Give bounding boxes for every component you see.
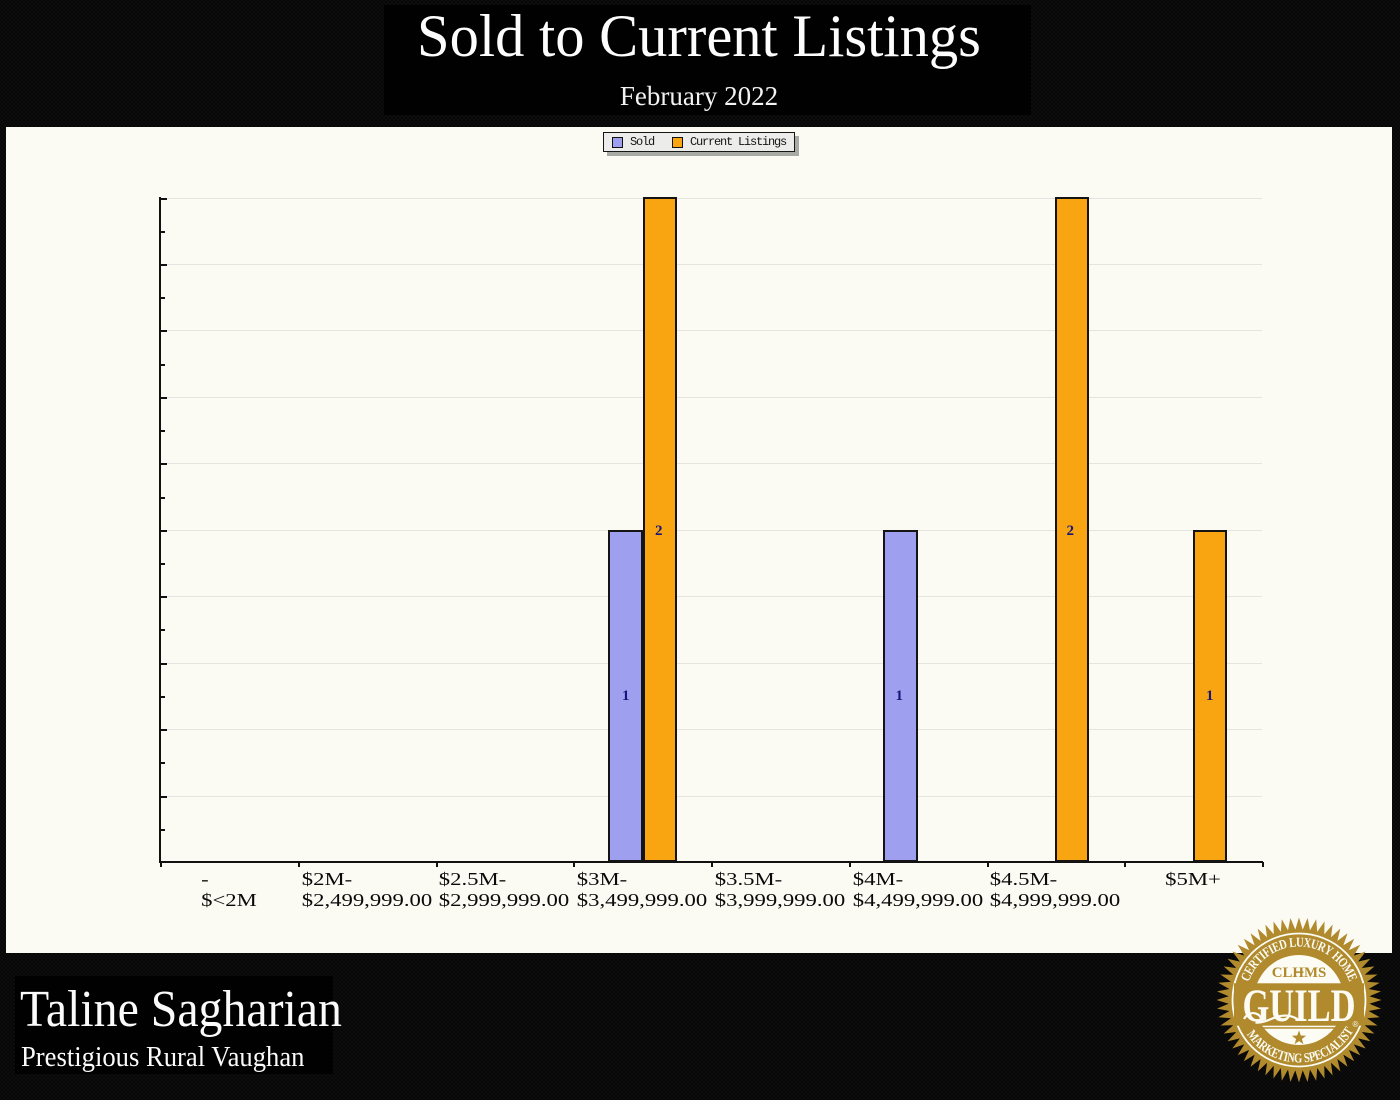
svg-text:N: N	[1286, 1049, 1296, 1066]
svg-text:®: ®	[1353, 1020, 1359, 1029]
svg-text:U: U	[1296, 934, 1304, 950]
svg-text:I: I	[1282, 1048, 1290, 1064]
svg-text:E: E	[1312, 1046, 1324, 1063]
svg-text:G: G	[1294, 1050, 1303, 1066]
svg-text:D: D	[1277, 936, 1289, 953]
svg-text:P: P	[1307, 1048, 1317, 1065]
svg-text:X: X	[1303, 934, 1313, 951]
svg-text:S: S	[1303, 1049, 1311, 1065]
svg-text:U: U	[1309, 936, 1321, 953]
svg-text:T: T	[1275, 1047, 1286, 1064]
svg-text:GUILD: GUILD	[1243, 980, 1356, 1032]
svg-text:I: I	[1265, 941, 1276, 957]
svg-text:L: L	[1288, 934, 1297, 950]
svg-text:I: I	[1323, 1042, 1335, 1058]
